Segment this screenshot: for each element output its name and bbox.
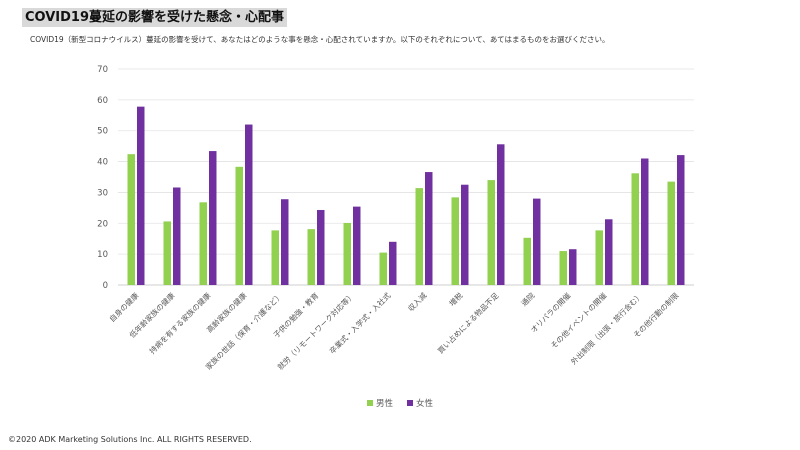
- legend-item: 女性: [407, 397, 433, 409]
- bar-female: [245, 124, 253, 286]
- bar-male: [127, 154, 135, 285]
- x-axis: 自身の健康低年齢家族の健康持病を有する家族の健康高齢家族の健康家族の世話（保育・…: [107, 290, 681, 372]
- bar-male: [379, 252, 387, 285]
- legend-swatch: [366, 400, 373, 406]
- y-tick-label: 10: [97, 250, 108, 260]
- bar-male: [199, 202, 207, 285]
- bars: [127, 106, 685, 286]
- bar-male: [451, 197, 459, 285]
- bar-female: [389, 241, 397, 285]
- bar-female: [533, 198, 541, 285]
- bar-female: [497, 144, 505, 285]
- bar-female: [461, 184, 469, 285]
- legend-label: 女性: [416, 399, 434, 409]
- x-tick-label: 卒業式・入学式・入社式: [327, 290, 393, 356]
- bar-male: [307, 229, 315, 285]
- legend: 男性 女性: [0, 397, 800, 409]
- bar-female: [641, 158, 649, 285]
- bar-male: [271, 230, 279, 285]
- copyright-text: ©2020 ADK Marketing Solutions Inc. ALL R…: [8, 435, 252, 444]
- y-axis: 0 10 20 30 40 50 60 70: [97, 65, 108, 291]
- chart-title: COVID19蔓延の影響を受けた懸念・心配事: [22, 8, 288, 27]
- bar-male: [415, 188, 423, 285]
- y-tick-label: 70: [97, 65, 108, 75]
- bar-male: [487, 180, 495, 285]
- x-tick-label: 家族の世話（保育・介護など）: [203, 290, 284, 371]
- legend-item: 男性: [366, 397, 393, 409]
- x-tick-label: 収入減: [405, 290, 428, 313]
- bar-male: [343, 222, 351, 285]
- x-tick-label: 自身の健康: [107, 290, 141, 324]
- x-tick-label: 持病を有する家族の健康: [147, 290, 213, 356]
- bar-male: [595, 230, 603, 285]
- bar-female: [281, 199, 289, 285]
- y-tick-label: 20: [97, 219, 108, 229]
- bar-female: [605, 219, 613, 285]
- bar-male: [631, 173, 639, 285]
- bar-female: [317, 210, 325, 285]
- legend-swatch: [407, 400, 413, 406]
- bar-female: [173, 187, 181, 285]
- bar-female: [209, 151, 217, 285]
- y-tick-label: 30: [97, 188, 108, 198]
- y-tick-label: 50: [97, 127, 108, 137]
- bar-female: [137, 106, 145, 285]
- x-tick-label: 就労（リモートワーク対応等）: [275, 290, 356, 371]
- bar-male: [163, 221, 171, 285]
- bar-female: [677, 155, 685, 285]
- x-tick-label: 通院: [519, 290, 537, 308]
- legend-label: 男性: [375, 399, 393, 409]
- bar-female: [425, 172, 433, 285]
- bar-male: [523, 237, 531, 285]
- chart-subtitle: COVID19（新型コロナウイルス）蔓延の影響を受けて、あなたはどのような事を懸…: [30, 35, 610, 44]
- y-tick-label: 40: [97, 158, 108, 168]
- x-tick-label: 買い占めによる物品不足: [435, 290, 501, 356]
- y-tick-label: 60: [97, 96, 108, 106]
- x-tick-label: 増税: [447, 290, 465, 308]
- y-tick-label: 0: [103, 281, 108, 291]
- bar-male: [235, 166, 243, 285]
- bar-male: [559, 251, 567, 285]
- bar-male: [667, 181, 675, 285]
- bar-female: [569, 249, 577, 285]
- x-tick-label: 外出制限（出張・旅行含む）: [568, 290, 644, 366]
- bar-female: [353, 206, 361, 285]
